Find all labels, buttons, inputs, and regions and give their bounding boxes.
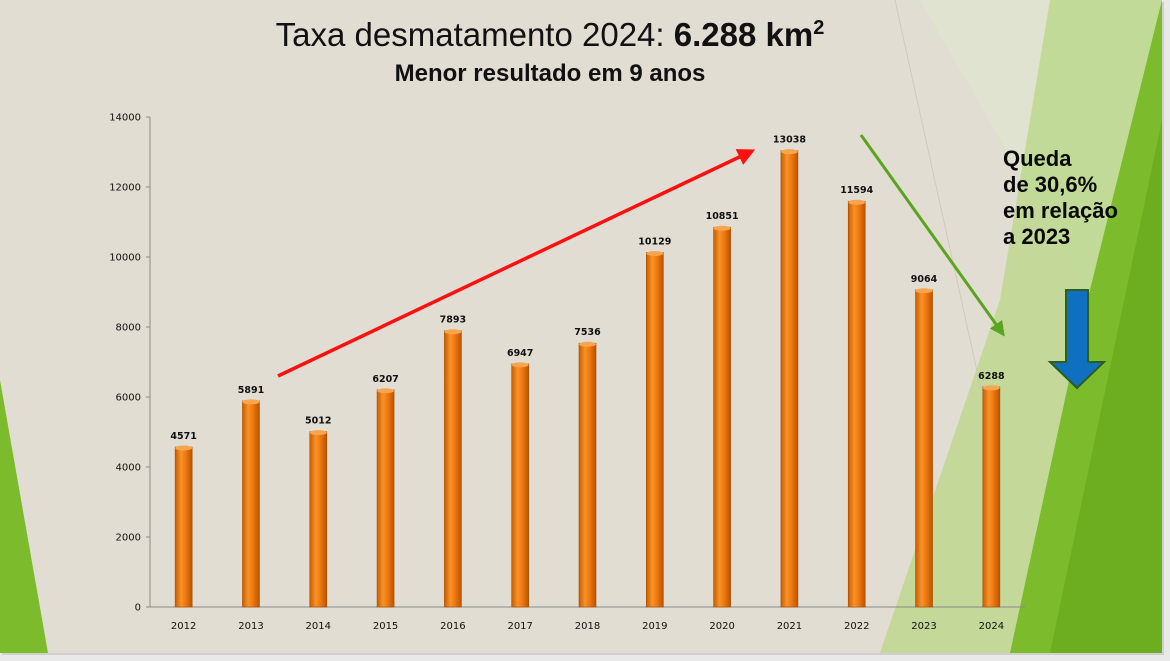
data-label-2021: 13038 xyxy=(773,135,806,146)
bar-2017 xyxy=(511,363,529,608)
bar-top-2018 xyxy=(579,341,596,347)
bar-2016 xyxy=(444,330,462,608)
x-tick-label-2018: 2018 xyxy=(575,621,600,632)
data-label-2016: 7893 xyxy=(440,315,466,326)
title-prefix: Taxa desmatamento 2024: xyxy=(275,16,674,53)
deco-thin-line xyxy=(894,0,991,431)
bar-2018 xyxy=(578,342,597,608)
y-tick-label: 2000 xyxy=(116,533,141,544)
bar-2020 xyxy=(713,226,731,608)
title-superscript: 2 xyxy=(813,17,825,39)
data-label-2022: 11594 xyxy=(840,185,873,196)
x-tick-label-2021: 2021 xyxy=(777,621,802,632)
bar-2013 xyxy=(242,400,260,608)
bar-top-2017 xyxy=(511,362,529,368)
bar-top-2023 xyxy=(915,288,933,294)
y-tick-label: 10000 xyxy=(109,253,141,264)
data-label-2015: 6207 xyxy=(372,374,398,385)
bar-top-2022 xyxy=(848,199,866,205)
y-tick-label: 12000 xyxy=(109,183,141,194)
x-tick-label-2017: 2017 xyxy=(507,621,532,632)
data-label-2018: 7536 xyxy=(574,327,601,338)
x-tick-label-2015: 2015 xyxy=(373,621,398,632)
callout-line-4: a 2023 xyxy=(1003,224,1071,249)
bar-top-2019 xyxy=(646,250,664,256)
x-tick-label-2023: 2023 xyxy=(911,621,936,632)
x-tick-label-2013: 2013 xyxy=(238,621,263,632)
bar-2019 xyxy=(646,252,664,608)
bar-2014 xyxy=(309,431,328,608)
bar-top-2013 xyxy=(242,399,260,405)
x-tick-label-2012: 2012 xyxy=(171,621,196,632)
title-value: 6.288 km xyxy=(673,16,814,53)
down-arrow-icon xyxy=(1047,289,1107,390)
data-label-2024: 6288 xyxy=(978,371,1005,382)
bar-top-2020 xyxy=(713,225,731,231)
x-tick-label-2014: 2014 xyxy=(306,621,331,632)
y-tick-label: 4000 xyxy=(116,463,141,474)
data-label-2020: 10851 xyxy=(706,211,739,222)
y-tick-label: 8000 xyxy=(116,323,141,334)
rising-trend-arrow xyxy=(277,149,756,378)
x-tick-label-2016: 2016 xyxy=(440,621,465,632)
y-tick-label: 14000 xyxy=(109,113,141,124)
bar-top-2016 xyxy=(444,329,462,335)
bar-top-2012 xyxy=(175,445,193,451)
callout-line-1: Queda xyxy=(1003,146,1072,171)
deco-green-dark xyxy=(1050,120,1162,653)
data-label-2017: 6947 xyxy=(507,348,533,359)
data-label-2014: 5012 xyxy=(305,416,331,427)
bar-top-2024 xyxy=(982,385,1000,391)
x-tick-label-2024: 2024 xyxy=(979,621,1004,632)
bar-2012 xyxy=(174,446,193,608)
bar-top-2021 xyxy=(780,149,798,155)
x-tick-label-2020: 2020 xyxy=(709,621,734,632)
data-label-2019: 10129 xyxy=(638,236,671,247)
decrease-callout: Queda de 30,6% em relação a 2023 xyxy=(1003,146,1118,250)
callout-line-2: de 30,6% xyxy=(1003,172,1098,197)
x-tick-label-2019: 2019 xyxy=(642,621,667,632)
bar-top-2015 xyxy=(377,388,395,394)
bar-2015 xyxy=(376,389,395,608)
data-label-2023: 9064 xyxy=(911,274,938,285)
x-tick-label-2022: 2022 xyxy=(844,621,869,632)
falling-trend-arrow xyxy=(859,134,1005,337)
data-label-2013: 5891 xyxy=(238,385,264,396)
y-tick-label: 0 xyxy=(135,603,141,614)
bar-top-2014 xyxy=(309,430,327,436)
bar-2022 xyxy=(847,200,866,608)
bar-2021 xyxy=(780,150,799,608)
deco-green-left xyxy=(0,380,48,653)
data-label-2012: 4571 xyxy=(170,431,196,442)
bar-2024 xyxy=(982,386,1001,608)
callout-line-3: em relação xyxy=(1003,198,1118,223)
y-tick-label: 6000 xyxy=(116,393,141,404)
page-title: Taxa desmatamento 2024: 6.288 km2 xyxy=(0,16,1100,54)
bar-2023 xyxy=(915,289,933,608)
page-subtitle: Menor resultado em 9 anos xyxy=(394,60,706,87)
